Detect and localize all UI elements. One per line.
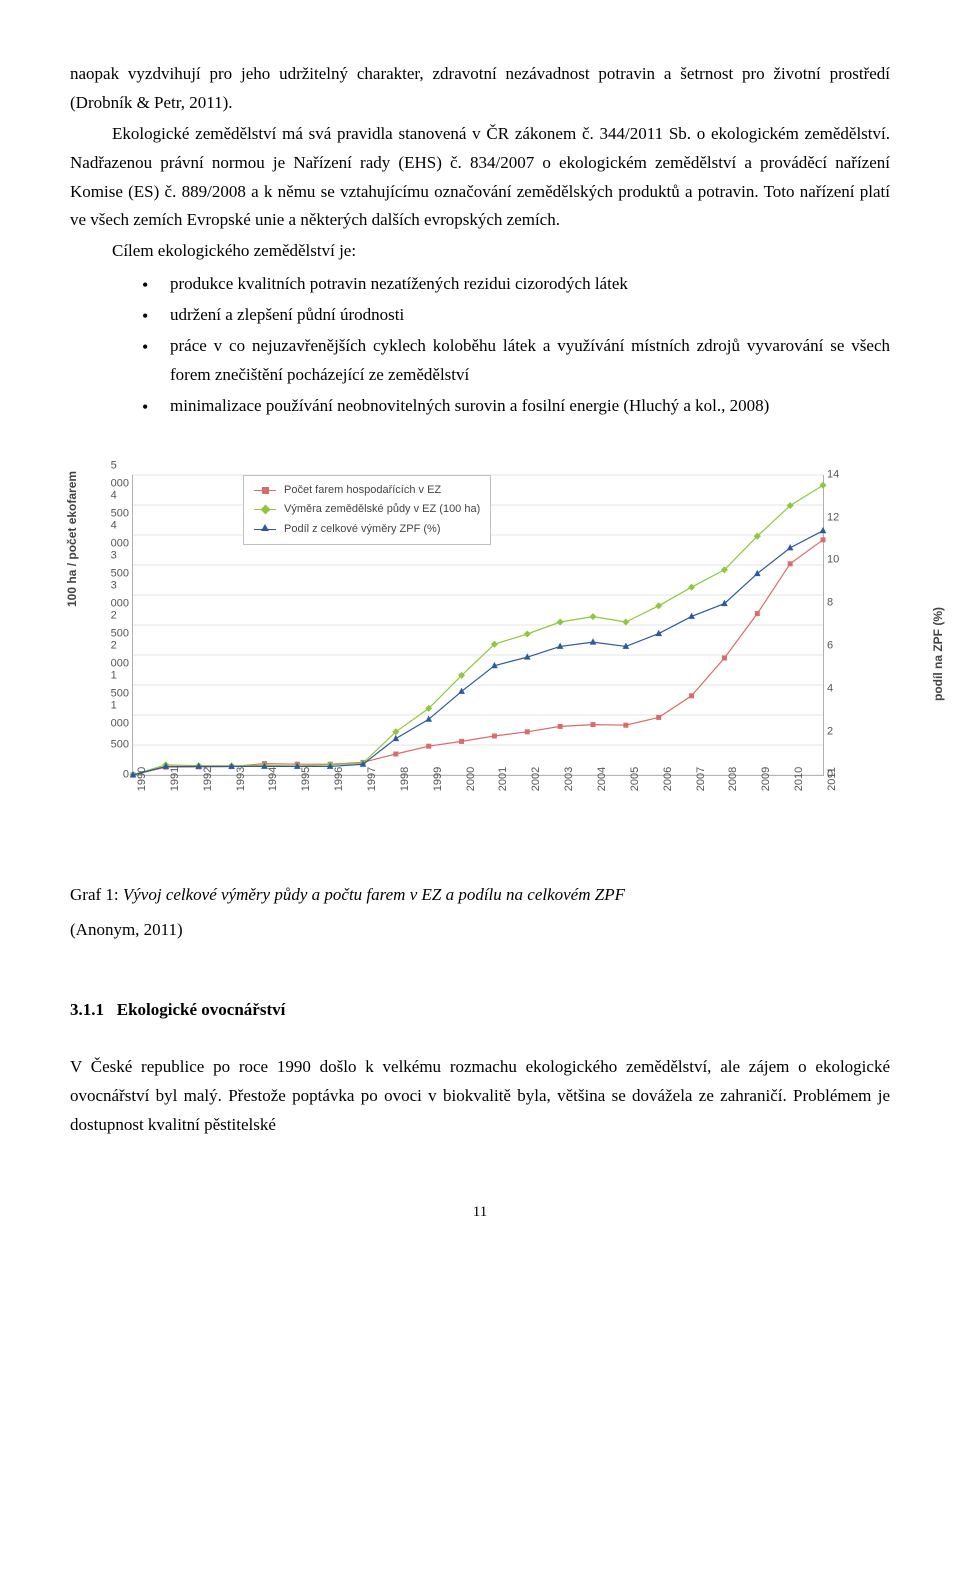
list-item: minimalizace používání neobnovitelných s… bbox=[142, 392, 890, 421]
x-tick: 1997 bbox=[363, 766, 382, 790]
x-tick: 2010 bbox=[790, 766, 809, 790]
x-tick: 1999 bbox=[429, 766, 448, 790]
legend-item: Podíl z celkové výměry ZPF (%) bbox=[252, 520, 480, 539]
y-tick-right: 6 bbox=[827, 637, 833, 656]
x-tick: 2002 bbox=[527, 766, 546, 790]
x-tick: 2008 bbox=[724, 766, 743, 790]
list-item: produkce kvalitních potravin nezatíženýc… bbox=[142, 270, 890, 299]
chart-legend: Počet farem hospodařících v EZ Výměra ze… bbox=[243, 475, 491, 545]
section-heading: 3.1.1 Ekologické ovocnářství bbox=[70, 996, 890, 1025]
y-axis-right-label: podíl na ZPF (%) bbox=[928, 607, 948, 701]
x-tick: 2001 bbox=[494, 766, 513, 790]
x-tick: 2000 bbox=[462, 766, 481, 790]
x-tick: 1994 bbox=[264, 766, 283, 790]
goal-intro: Cílem ekologického zemědělství je: bbox=[70, 237, 890, 266]
x-tick: 2004 bbox=[593, 766, 612, 790]
y-tick-left: 5 000 bbox=[111, 456, 129, 493]
plot-area: Počet farem hospodařících v EZ Výměra ze… bbox=[132, 475, 824, 776]
y-axis-left-label: 100 ha / počet ekofarem bbox=[62, 471, 82, 607]
x-tick: 2003 bbox=[560, 766, 579, 790]
x-tick: 1998 bbox=[396, 766, 415, 790]
line-chart: 100 ha / počet ekofarem Počet farem hosp… bbox=[70, 457, 890, 837]
x-tick: 1990 bbox=[133, 766, 152, 790]
legend-label: Podíl z celkové výměry ZPF (%) bbox=[284, 520, 440, 539]
x-tick: 1996 bbox=[330, 766, 349, 790]
section-number: 3.1.1 bbox=[70, 1000, 104, 1019]
section-title: Ekologické ovocnářství bbox=[117, 1000, 286, 1019]
y-tick-right: 10 bbox=[827, 551, 839, 570]
legend-item: Počet farem hospodařících v EZ bbox=[252, 481, 480, 500]
y-tick-left: 500 bbox=[111, 735, 129, 754]
legend-label: Výměra zemědělské půdy v EZ (100 ha) bbox=[284, 500, 480, 519]
x-tick: 1995 bbox=[297, 766, 316, 790]
bullet-list: produkce kvalitních potravin nezatíženýc… bbox=[70, 270, 890, 420]
x-tick: 1991 bbox=[166, 766, 185, 790]
legend-item: Výměra zemědělské půdy v EZ (100 ha) bbox=[252, 500, 480, 519]
x-tick: 1992 bbox=[199, 766, 218, 790]
x-tick: 2007 bbox=[692, 766, 711, 790]
chart-caption: Graf 1: Vývoj celkové výměry půdy a počt… bbox=[70, 881, 890, 910]
x-tick: 2006 bbox=[659, 766, 678, 790]
list-item: udržení a zlepšení půdní úrodnosti bbox=[142, 301, 890, 330]
legend-label: Počet farem hospodařících v EZ bbox=[284, 481, 441, 500]
y-tick-right: 12 bbox=[827, 508, 839, 527]
caption-source: (Anonym, 2011) bbox=[70, 916, 890, 945]
x-tick: 1993 bbox=[232, 766, 251, 790]
caption-label: Graf 1: bbox=[70, 885, 123, 904]
list-item: práce v co nejuzavřenějších cyklech kolo… bbox=[142, 332, 890, 390]
y-tick-left: 0 bbox=[123, 765, 129, 784]
y-tick-right: 8 bbox=[827, 594, 833, 613]
caption-text: Vývoj celkové výměry půdy a počtu farem … bbox=[123, 885, 625, 904]
x-tick: 2011 bbox=[823, 767, 842, 791]
page-number: 11 bbox=[70, 1200, 890, 1226]
paragraph-1: naopak vyzdvihují pro jeho udržitelný ch… bbox=[70, 60, 890, 118]
x-tick: 2009 bbox=[757, 766, 776, 790]
x-tick: 2005 bbox=[626, 766, 645, 790]
paragraph-3: V České republice po roce 1990 došlo k v… bbox=[70, 1053, 890, 1140]
y-tick-right: 4 bbox=[827, 680, 833, 699]
y-tick-right: 2 bbox=[827, 722, 833, 741]
y-tick-right: 14 bbox=[827, 465, 839, 484]
paragraph-2: Ekologické zemědělství má svá pravidla s… bbox=[70, 120, 890, 236]
